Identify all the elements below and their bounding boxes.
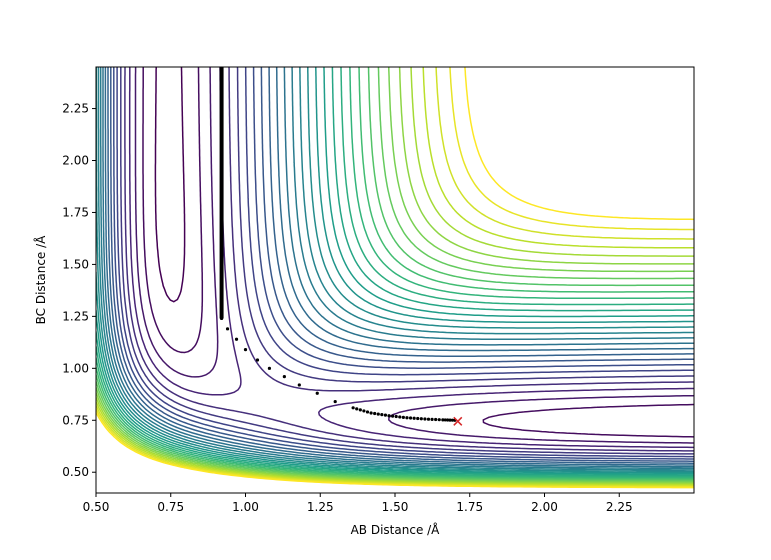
x-tick-label: 0.75	[157, 500, 184, 514]
contour-level-9	[107, 67, 694, 464]
trajectory-point	[412, 416, 416, 420]
x-tick-label: 2.00	[531, 500, 558, 514]
trajectory-point	[333, 399, 337, 404]
trajectory-point	[441, 418, 445, 422]
trajectory-point	[355, 407, 359, 411]
contour-level-16	[96, 67, 694, 475]
trajectory-point	[351, 406, 355, 410]
contour-level-24	[96, 67, 694, 484]
y-tick-label: 1.00	[62, 361, 89, 375]
contour-level-0	[154, 67, 186, 303]
contour-level-20	[96, 67, 694, 480]
contour-level-13	[97, 67, 694, 471]
contour-level-7	[113, 67, 694, 460]
contour-level-26	[96, 67, 694, 486]
contour-level-27	[96, 67, 694, 487]
trajectory-point	[369, 411, 373, 415]
x-tick-label: 1.00	[232, 500, 259, 514]
y-tick-label: 2.00	[62, 154, 89, 168]
x-tick-label: 1.25	[307, 500, 334, 514]
end-marker	[453, 416, 463, 426]
trajectory-point	[255, 358, 260, 362]
trajectory-point	[448, 418, 452, 422]
x-axis-label: AB Distance /Å	[351, 522, 441, 537]
y-tick-label: 0.75	[62, 413, 89, 427]
y-axis-label: BC Distance /Å	[33, 235, 48, 325]
x-tick-label: 0.50	[83, 500, 110, 514]
trajectory-point	[234, 337, 239, 341]
contour-level-11	[102, 67, 694, 468]
trajectory-point	[383, 413, 388, 417]
contour-level-8	[110, 67, 694, 462]
trajectory-point	[426, 417, 431, 421]
y-tick-label: 1.50	[62, 257, 89, 271]
contour-level-19	[96, 67, 694, 479]
trajectory-point	[434, 417, 438, 422]
trajectory-point	[219, 316, 224, 321]
y-tick-label: 1.25	[62, 309, 89, 323]
trajectory-point	[358, 408, 362, 412]
contour-level-18	[96, 67, 694, 478]
trajectory-point	[450, 418, 455, 422]
contour-level-25	[96, 67, 694, 485]
trajectory-point	[365, 410, 370, 414]
trajectory-point	[362, 409, 366, 413]
trajectory-point	[423, 417, 427, 421]
y-tick-label: 1.75	[62, 205, 89, 219]
y-tick-label: 2.25	[62, 102, 89, 116]
contour-level-2	[134, 67, 694, 444]
contour-level-5	[120, 67, 694, 455]
contour-level-22	[96, 67, 694, 482]
trajectory-point	[416, 416, 420, 421]
contour-level-15	[96, 67, 694, 474]
contour-lines	[96, 67, 694, 489]
trajectory-point	[401, 415, 405, 419]
trajectory-point	[297, 383, 301, 387]
contour-level-6	[116, 67, 694, 458]
trajectory-point	[394, 414, 398, 419]
trajectory-point	[373, 411, 377, 416]
trajectory-point	[225, 327, 230, 331]
trajectory-point	[405, 416, 409, 420]
trajectory-point	[387, 414, 391, 418]
trajectory-point	[419, 417, 423, 421]
trajectory-point	[398, 415, 402, 419]
trajectory-point	[380, 413, 384, 417]
contour-level-12	[99, 67, 694, 470]
x-axis-ticks: 0.50 0.75 1.00 1.25 1.50 1.75 2.00 2.25	[83, 493, 633, 514]
contour-level-1	[142, 67, 694, 438]
trajectory-path	[219, 67, 457, 422]
trajectory-point	[315, 391, 319, 395]
contour-level-28	[96, 67, 694, 488]
contour-level-10	[104, 67, 694, 466]
trajectory-point	[391, 414, 395, 418]
trajectory-point	[282, 375, 286, 379]
trajectory-point	[376, 412, 380, 416]
trajectory-point	[430, 417, 434, 421]
end-marker-cross	[453, 416, 463, 426]
trajectory-point	[437, 418, 441, 422]
y-tick-label: 0.50	[62, 465, 89, 479]
contour-level-21	[96, 67, 694, 481]
x-tick-label: 1.50	[382, 500, 409, 514]
contour-level-17	[96, 67, 694, 477]
x-tick-label: 2.25	[606, 500, 633, 514]
y-axis-ticks: 0.50 0.75 1.00 1.25 1.50 1.75 2.00 2.25	[62, 102, 96, 479]
contour-level-4	[124, 67, 694, 452]
trajectory-point	[446, 418, 450, 422]
x-tick-label: 1.75	[456, 500, 483, 514]
trajectory-point	[243, 348, 248, 352]
contour-level-23	[96, 67, 694, 483]
trajectory-point	[443, 418, 447, 422]
trajectory-point	[408, 416, 413, 420]
trajectory-point	[267, 366, 272, 370]
contour-level-29	[96, 67, 694, 489]
